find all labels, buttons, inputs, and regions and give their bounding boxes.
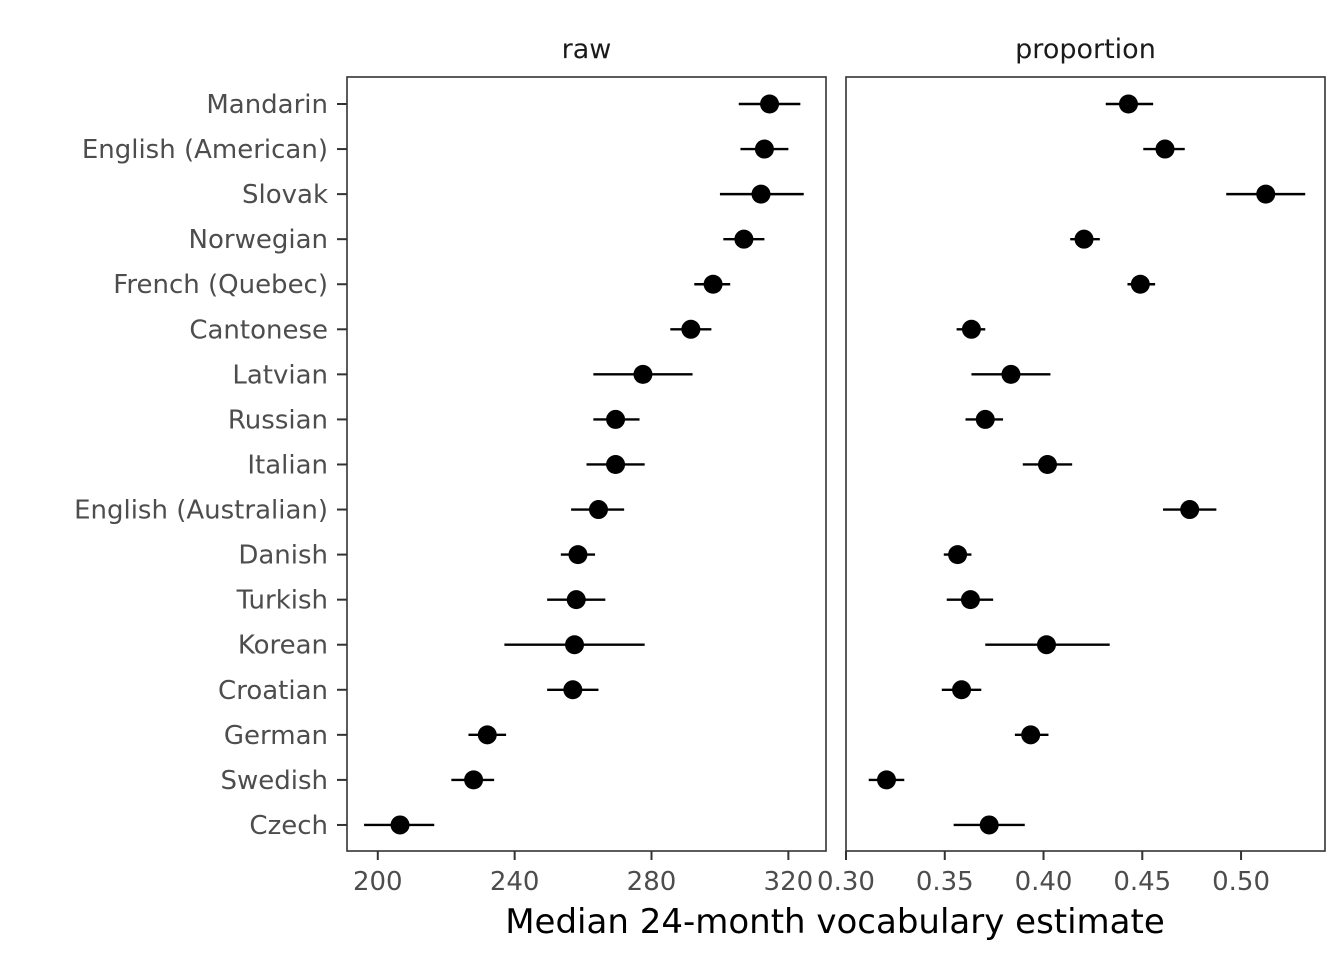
y-tick-label: Italian — [247, 450, 328, 480]
facet-proportion: proportion 0.30 0.35 0.40 0.45 0.50 — [817, 34, 1326, 897]
data-point — [568, 545, 588, 565]
data-point — [464, 770, 484, 790]
data-point — [975, 409, 995, 429]
y-axis-labels: Mandarin English (American) Slovak Norwegia… — [74, 90, 347, 841]
data-point — [681, 319, 701, 339]
x-axis-title: Median 24-month vocabulary estimate — [505, 902, 1165, 942]
y-tick-label: English (American) — [82, 135, 328, 165]
data-point — [952, 680, 972, 700]
y-tick-label: Cantonese — [189, 315, 328, 345]
data-point — [1021, 725, 1041, 745]
x-tick-label: 240 — [490, 867, 540, 897]
y-tick-label: Croatian — [218, 676, 328, 706]
y-tick-label: English (Australian) — [74, 496, 328, 526]
x-tick-label: 0.50 — [1212, 867, 1270, 897]
y-tick-label: Korean — [238, 631, 328, 661]
data-point — [1130, 274, 1150, 294]
y-tick-label: French (Quebec) — [113, 270, 328, 300]
facet-panels: raw 200 240 280 320 proportion 0.30 0.35 0.40 0.4… — [346, 34, 1326, 897]
panel-border — [346, 76, 827, 852]
x-tick-label: 0.30 — [817, 867, 875, 897]
data-point — [734, 229, 754, 249]
data-point — [703, 274, 723, 294]
y-tick-label: Latvian — [232, 360, 328, 390]
data-point — [1001, 364, 1021, 384]
y-tick-label: Norwegian — [189, 225, 328, 255]
x-tick-label: 0.45 — [1113, 867, 1171, 897]
data-point — [1074, 229, 1094, 249]
data-point — [1180, 500, 1200, 520]
panel-border — [845, 76, 1326, 852]
data-point — [979, 815, 999, 835]
data-point — [960, 590, 980, 610]
data-point — [754, 139, 774, 159]
data-point — [1256, 184, 1276, 204]
data-point — [1155, 139, 1175, 159]
data-point — [751, 184, 771, 204]
data-point — [563, 680, 583, 700]
y-tick-label: Russian — [228, 405, 328, 435]
data-point — [1037, 454, 1057, 474]
x-tick-label: 320 — [764, 867, 814, 897]
y-tick-label: Slovak — [242, 180, 328, 210]
x-tick-label: 0.35 — [916, 867, 974, 897]
data-point — [588, 500, 608, 520]
x-tick-label: 0.40 — [1015, 867, 1073, 897]
x-tick-label: 200 — [353, 867, 403, 897]
data-point — [961, 319, 981, 339]
facet-raw: raw 200 240 280 320 — [346, 34, 827, 897]
y-tick-label: Turkish — [236, 586, 328, 616]
data-point — [760, 94, 780, 114]
data-point — [1036, 635, 1056, 655]
y-tick-label: German — [224, 721, 328, 751]
data-point — [390, 815, 410, 835]
facet-title: proportion — [1015, 34, 1156, 65]
y-tick-label: Swedish — [220, 766, 328, 796]
data-point — [606, 409, 626, 429]
data-point — [606, 454, 626, 474]
data-point — [876, 770, 896, 790]
y-tick-label: Czech — [249, 811, 328, 841]
data-point — [477, 725, 497, 745]
y-tick-label: Mandarin — [206, 90, 328, 120]
data-point — [565, 635, 585, 655]
y-tick-label: Danish — [238, 541, 328, 571]
data-point — [566, 590, 586, 610]
facet-title: raw — [562, 34, 612, 65]
x-tick-label: 280 — [627, 867, 677, 897]
data-point — [633, 364, 653, 384]
data-point — [1118, 94, 1138, 114]
data-point — [948, 545, 968, 565]
